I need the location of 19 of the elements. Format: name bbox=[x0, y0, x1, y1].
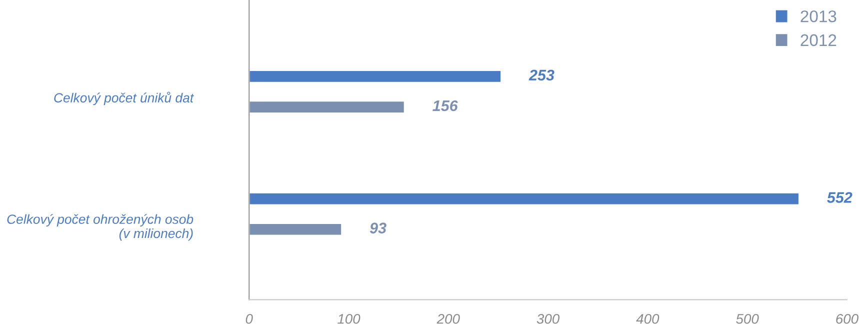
y-tick-label: Celkový počet úniků dat bbox=[54, 92, 194, 106]
bar bbox=[249, 192, 800, 206]
x-tick-label: 300 bbox=[536, 314, 560, 324]
bar bbox=[249, 100, 406, 114]
x-tick-label: 100 bbox=[338, 314, 360, 324]
legend-label: 2013 bbox=[800, 10, 836, 22]
x-tick-label: 0 bbox=[246, 314, 253, 324]
bar bbox=[249, 70, 502, 84]
data-label: 552 bbox=[827, 192, 852, 203]
bar bbox=[249, 222, 342, 236]
x-tick-label: 600 bbox=[836, 314, 858, 324]
x-tick-label: 500 bbox=[736, 314, 759, 324]
data-label: 156 bbox=[432, 100, 458, 112]
data-label: 93 bbox=[370, 222, 386, 234]
legend-label: 2012 bbox=[800, 34, 836, 46]
x-tick-label: 400 bbox=[636, 314, 660, 324]
x-tick-label: 200 bbox=[436, 314, 460, 324]
y-tick-label: Celkový počet ohrožených osob (v milionech) bbox=[7, 214, 194, 241]
data-label: 253 bbox=[528, 70, 554, 81]
